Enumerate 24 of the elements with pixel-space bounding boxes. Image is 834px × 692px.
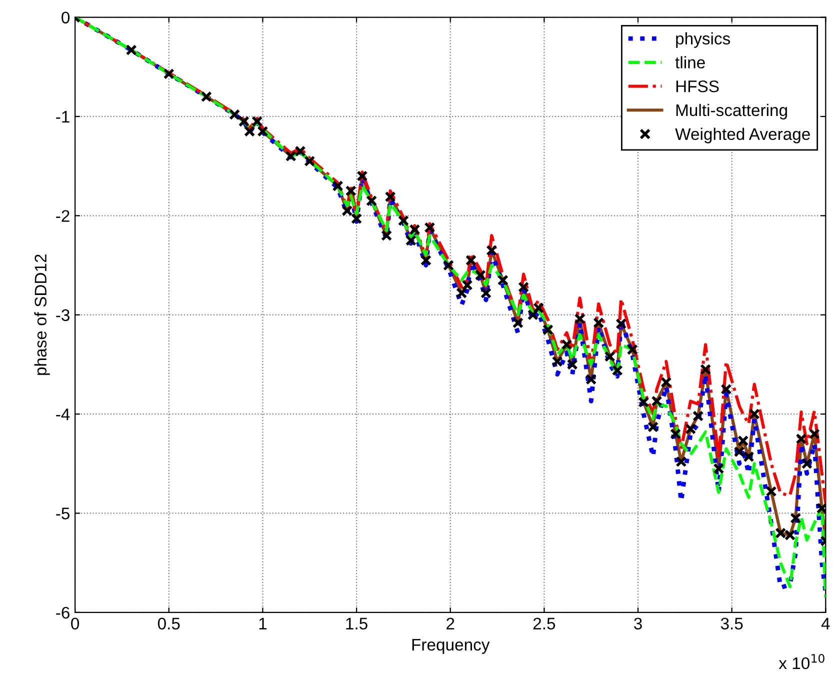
y-axis-title: phase of SDD12 bbox=[34, 254, 50, 375]
x-tick-label: 3 bbox=[634, 618, 642, 630]
x-tick-label: 3.5 bbox=[720, 618, 743, 630]
x-tick-label: 2.5 bbox=[533, 618, 556, 630]
x-tick-label: 1 bbox=[259, 618, 267, 630]
y-tick-label: -1 bbox=[56, 111, 70, 123]
x-tick-label: 0.5 bbox=[158, 618, 180, 630]
legend-label: physics bbox=[676, 32, 730, 48]
y-tick-label: 0 bbox=[62, 12, 70, 24]
legend-label: Weighted Average bbox=[675, 128, 810, 144]
text: x 10$^{10}$ bbox=[778, 654, 824, 670]
y-tick-label: -5 bbox=[56, 508, 70, 520]
y-tick-label: -3 bbox=[56, 309, 70, 322]
x-axis-title: Frequency bbox=[412, 638, 490, 654]
y-tick-label: -6 bbox=[56, 606, 70, 619]
legend-label: HFSS bbox=[676, 80, 719, 92]
x-tick-label: 1.5 bbox=[346, 618, 368, 630]
y-tick-label: -4 bbox=[56, 408, 70, 420]
x-tick-label: 2 bbox=[446, 618, 454, 630]
legend-label: Multi-scattering bbox=[676, 104, 787, 120]
x-tick-label: 4 bbox=[821, 618, 830, 630]
x-tick-label: 0 bbox=[71, 618, 80, 630]
y-tick-label: -2 bbox=[56, 210, 70, 222]
legend-label: tline bbox=[675, 56, 705, 68]
